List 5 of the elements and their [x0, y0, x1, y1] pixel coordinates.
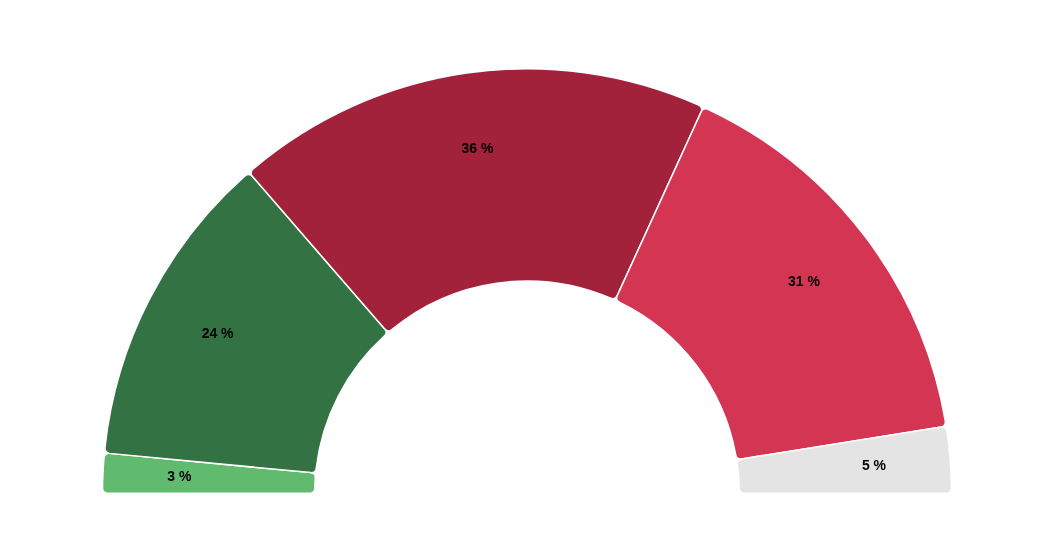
data-label: 3 % — [167, 467, 192, 484]
data-label: 5 % — [861, 456, 887, 473]
data-label: 36 % — [461, 139, 494, 156]
data-label: 24 % — [201, 324, 235, 341]
data-label: 31 % — [788, 273, 821, 290]
